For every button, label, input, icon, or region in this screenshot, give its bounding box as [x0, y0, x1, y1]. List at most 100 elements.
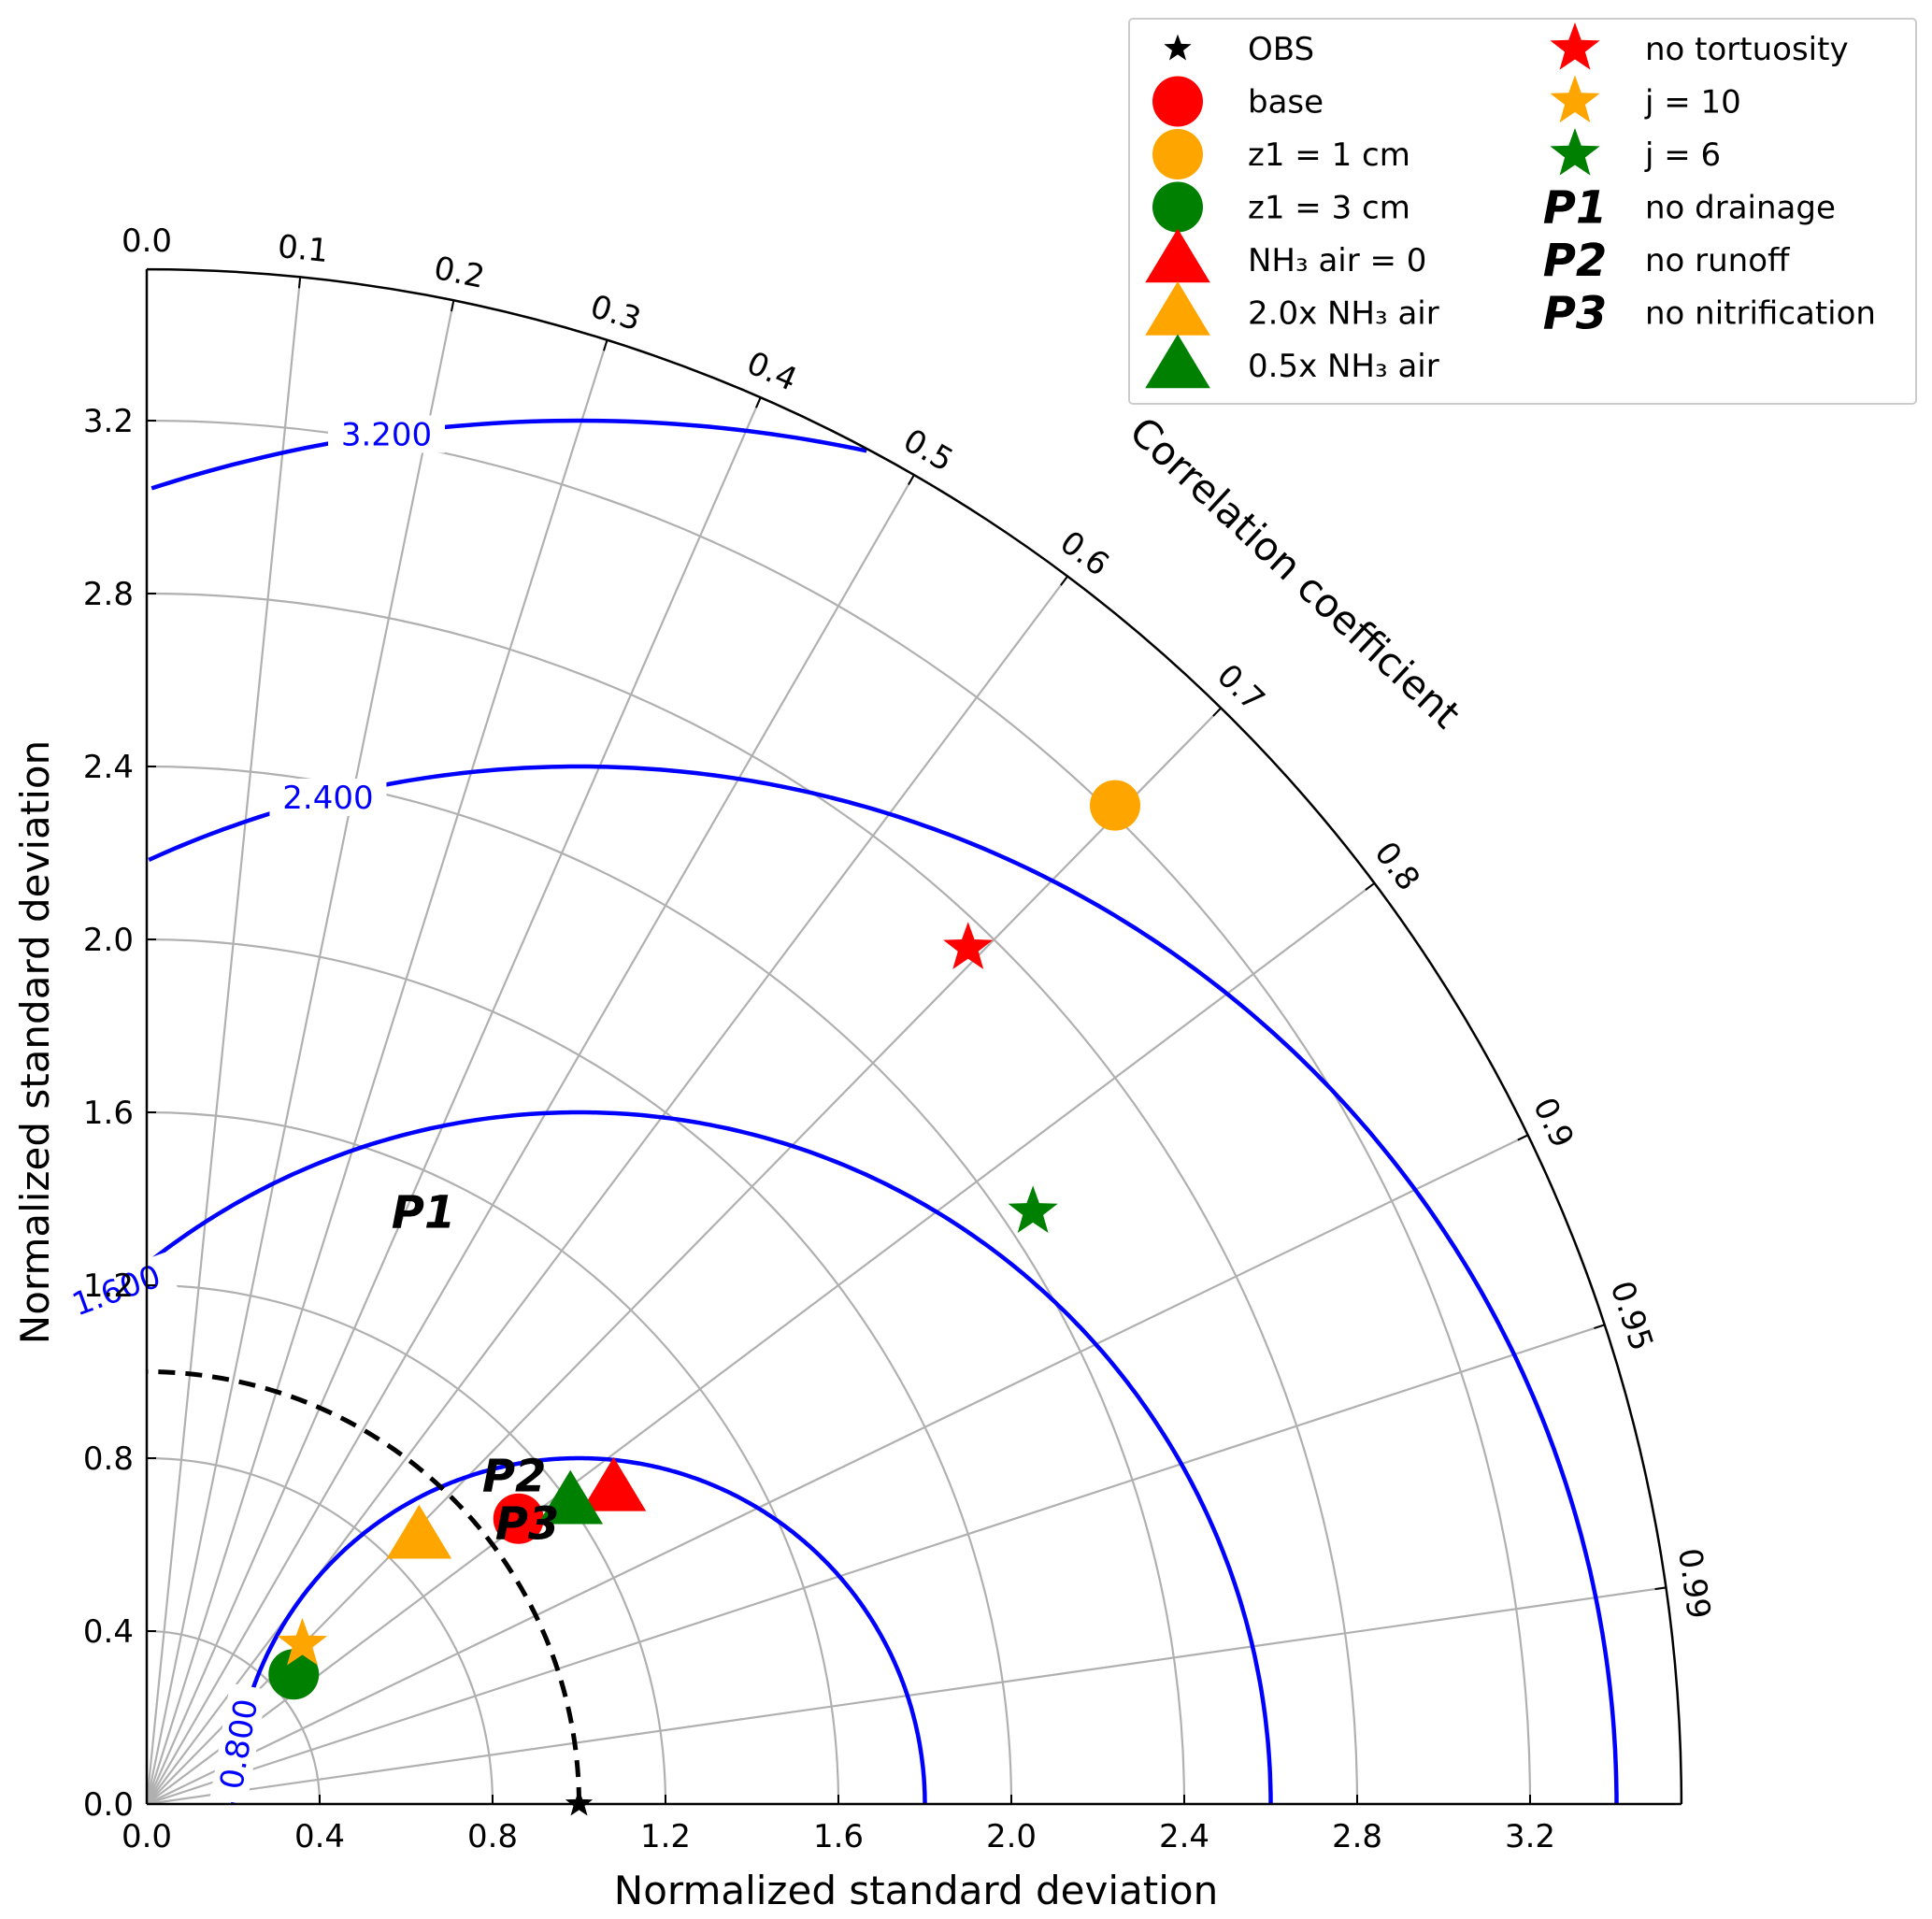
marker-j-10 — [1550, 75, 1600, 123]
std-grid-arc — [146, 938, 1013, 1805]
legend-entry-label: no tortuosity — [1645, 31, 1849, 68]
legend-entry-label: z1 = 3 cm — [1248, 190, 1410, 227]
rms-contour-label: 0.800 — [213, 1697, 265, 1793]
legend-entry-label: 2.0x NH₃ air — [1248, 295, 1439, 333]
y-tick-label: 3.2 — [83, 403, 134, 440]
reference-std-arc — [146, 1369, 581, 1805]
rms-contour-label: 3.200 — [341, 416, 432, 453]
x-tick-label: 0.0 — [122, 1818, 172, 1855]
correlation-grid-ray — [146, 881, 1376, 1805]
correlation-tick — [1365, 882, 1376, 891]
y-tick-label: 0.4 — [83, 1613, 134, 1651]
correlation-grid-ray — [146, 1324, 1606, 1806]
legend-entry-label: j = 6 — [1644, 136, 1721, 174]
correlation-tick — [1060, 575, 1068, 586]
marker-z1-3-cm — [1152, 181, 1203, 233]
y-axis-title: Normalized standard deviation — [12, 740, 58, 1344]
marker-obs — [565, 1789, 594, 1816]
marker-no-nitrification: P3 — [1543, 288, 1608, 340]
marker-nh-air-0 — [1145, 228, 1210, 283]
correlation-grid-ray — [146, 707, 1223, 1805]
x-tick-label: 2.8 — [1332, 1818, 1382, 1855]
correlation-tick — [1517, 1134, 1529, 1141]
correlation-tick — [1212, 707, 1223, 717]
correlation-grid-ray — [146, 1134, 1529, 1805]
std-grid-arc — [146, 765, 1186, 1805]
y-tick-label: 2.0 — [83, 922, 134, 959]
correlation-tick — [297, 277, 302, 289]
marker-z1-1-cm — [1152, 129, 1203, 179]
correlation-tick-label: 0.0 — [122, 222, 172, 260]
marker-no-drainage: P1 — [1543, 182, 1608, 235]
y-tick-label: 2.4 — [83, 749, 134, 786]
y-tick-label: 0.0 — [83, 1786, 134, 1824]
correlation-tick — [1654, 1586, 1667, 1591]
x-tick-label: 0.4 — [294, 1818, 345, 1855]
correlation-tick — [1594, 1324, 1606, 1330]
std-grid-arc — [146, 1456, 494, 1805]
marker-nh-air-0 — [580, 1456, 647, 1511]
x-tick-label: 3.2 — [1505, 1818, 1555, 1855]
marker-j-10 — [277, 1617, 328, 1666]
y-tick-label: 2.8 — [83, 576, 134, 613]
correlation-grid-ray — [145, 396, 762, 1805]
legend-box — [1128, 18, 1917, 405]
marker-0-5x-nh-air — [537, 1469, 604, 1525]
marker-no-runoff: P2 — [1543, 235, 1608, 287]
grid-layer — [145, 277, 1667, 1806]
y-tick-label: 1.2 — [83, 1267, 134, 1305]
marker-base — [493, 1493, 544, 1544]
rms-contour-3.200 — [150, 418, 867, 491]
x-tick-label: 2.4 — [1159, 1818, 1209, 1855]
correlation-grid-ray — [146, 474, 915, 1805]
marker-2-0x-nh-air — [1145, 281, 1210, 336]
rms-contour-label-bg — [209, 1683, 267, 1805]
marker-2-0x-nh-air — [386, 1504, 452, 1559]
rms-contour-label-bg — [328, 415, 446, 453]
marker-no-runoff: P2 — [482, 1451, 547, 1503]
y-tick-label: 1.6 — [83, 1095, 134, 1132]
marker-0-5x-nh-air — [1145, 334, 1210, 389]
correlation-grid-ray — [145, 300, 455, 1805]
marker-j-6 — [1008, 1185, 1058, 1234]
marker-no-tortuosity — [943, 922, 994, 969]
legend-entry-label: NH₃ air = 0 — [1248, 242, 1426, 279]
correlation-tick — [755, 396, 762, 408]
legend-entry-label: j = 10 — [1644, 84, 1741, 122]
x-tick-label: 1.6 — [813, 1818, 864, 1855]
x-axis-title: Normalized standard deviation — [614, 1868, 1218, 1913]
marker-base — [1152, 76, 1203, 127]
correlation-grid-ray — [145, 339, 608, 1805]
correlation-axis-title: Correlation coefficient — [1121, 408, 1469, 737]
legend: OBS base z1 = 1 cm z1 = 3 cm NH₃ air = 0 2.0x… — [1128, 18, 1917, 405]
rms-contour-label: 2.400 — [282, 780, 373, 817]
std-grid-arc — [146, 1110, 840, 1805]
std-grid-arc — [146, 592, 1359, 1805]
correlation-tick-label: 0.3 — [586, 288, 646, 338]
rms-contour-label-bg — [269, 778, 387, 816]
legend-entry-label: no nitrification — [1645, 295, 1876, 333]
marker-no-drainage: P1 — [392, 1186, 456, 1239]
correlation-tick — [603, 339, 608, 351]
correlation-tick-label: 0.8 — [1367, 835, 1426, 897]
legend-entry-label: z1 = 1 cm — [1248, 136, 1410, 174]
marker-j-6 — [1550, 128, 1600, 176]
std-grid-arc — [146, 1283, 667, 1805]
marker-no-nitrification: P3 — [495, 1497, 560, 1550]
x-tick-label: 2.0 — [986, 1818, 1037, 1855]
legend-entry-label: 0.5x NH₃ air — [1248, 348, 1439, 385]
legend-entry-label: no runoff — [1645, 242, 1791, 279]
correlation-tick — [450, 300, 455, 312]
rms-contour-2.400 — [148, 764, 1619, 1804]
correlation-tick — [908, 474, 915, 485]
correlation-tick-label: 0.1 — [276, 228, 330, 270]
rms-contour-0.800 — [231, 1455, 927, 1804]
axes-layer: 0.00.00.40.40.80.81.21.21.61.62.02.02.42… — [83, 222, 1717, 1855]
correlation-grid-ray — [145, 277, 302, 1805]
correlation-outer-arc — [146, 267, 1683, 1805]
marker-no-tortuosity — [1550, 22, 1600, 70]
legend-entry-label: base — [1248, 84, 1324, 122]
y-tick-label: 0.8 — [83, 1440, 134, 1478]
